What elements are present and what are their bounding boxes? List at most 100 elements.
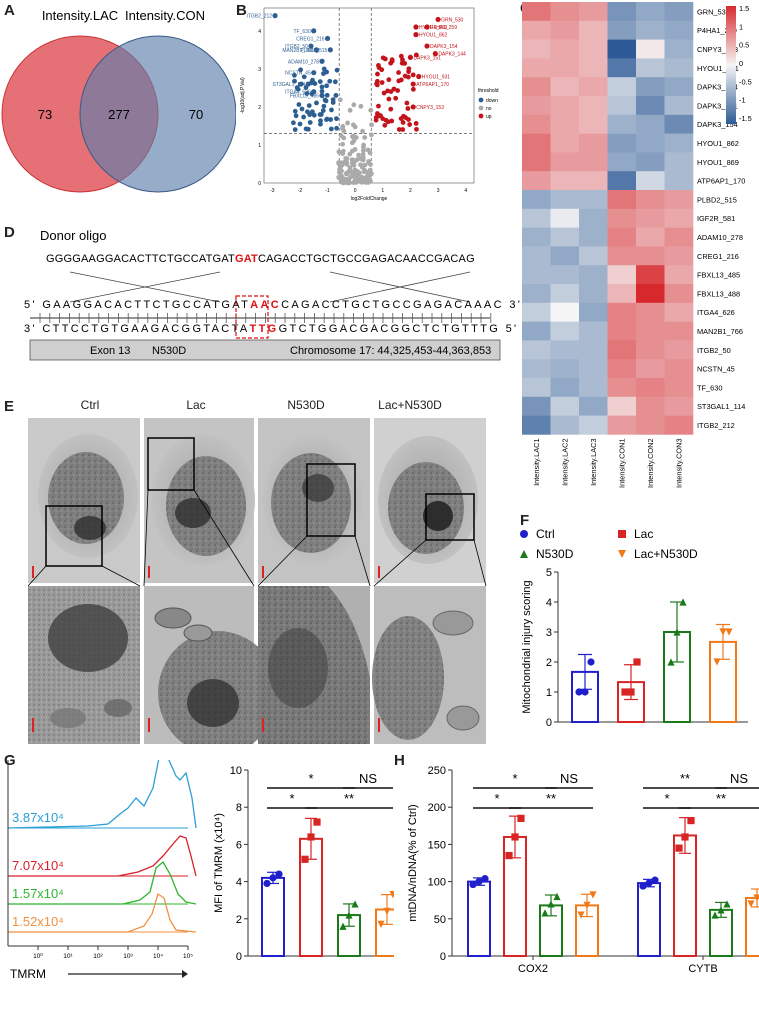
heatmap-cell <box>522 227 551 247</box>
volcano-point-down <box>295 86 301 92</box>
volcano-point-ns <box>360 128 366 134</box>
heatmap-cell <box>579 114 608 134</box>
heatmap-cell <box>607 340 637 360</box>
legend-f-marker <box>618 550 626 558</box>
heatmap-cell <box>664 227 694 247</box>
chart-h-point <box>711 911 719 919</box>
volcano-ylabel: -log10(adj.P.Val) <box>240 77 246 114</box>
heatmap-cell <box>579 77 608 97</box>
chart-h-point <box>639 882 647 890</box>
heatmap-row-label: TF_630 <box>697 383 722 392</box>
heatmap-cell <box>636 302 665 322</box>
heatmap-row-label: IGF2R_581 <box>697 214 735 223</box>
heatmap-cell <box>664 378 694 398</box>
volcano-xlabel: log2FoldChange <box>351 196 388 202</box>
volcano-point-ns <box>368 107 374 113</box>
heatmap-cell <box>636 246 665 266</box>
heatmap-cell <box>607 39 637 59</box>
heatmap-cell <box>550 208 580 228</box>
heatmap-cell <box>522 2 551 22</box>
dna-bottom-strand: 3' CTTCCTGTGAAGACGGTACTATTGGTCTGGACGACGG… <box>24 323 519 335</box>
heatmap-cell <box>636 227 665 247</box>
chart-h-point <box>547 900 555 908</box>
chart-h-point <box>505 851 513 860</box>
chart-f-point <box>719 628 727 636</box>
heatmap-col-label: Intensity.CON2 <box>646 438 655 488</box>
heatmap-cell <box>664 396 694 416</box>
heatmap-cell <box>607 378 637 398</box>
heatmap-cell <box>664 96 694 116</box>
legend-f-marker <box>520 550 528 558</box>
heatmap-cell <box>607 227 637 247</box>
heatmap-cell <box>636 415 665 435</box>
chart-h-point <box>589 891 597 899</box>
volcano-point-up <box>386 77 392 83</box>
heatmap-cell <box>607 171 637 191</box>
volcano-point-down <box>328 126 334 132</box>
volcano-point-down <box>320 108 326 113</box>
volcano-point-ns <box>347 151 353 157</box>
heatmap-cell <box>550 246 580 266</box>
volcano-point-ns <box>352 158 358 164</box>
chart-h-sig-label: ** <box>546 791 556 806</box>
em-label-ctrl: Ctrl <box>80 398 100 412</box>
chart-h-xtick: COX2 <box>518 963 548 975</box>
heatmap-cell <box>579 133 608 153</box>
volcano-point-up <box>404 100 410 106</box>
volcano-ytick: 0 <box>258 181 261 187</box>
heatmap-cell <box>522 96 551 116</box>
volcano-labelled-up <box>432 51 438 57</box>
volcano-label-up: HYOU1_862 <box>419 33 448 39</box>
volcano-point-down <box>333 93 339 98</box>
chart-f-point <box>627 688 635 696</box>
heatmap-cell <box>664 208 694 228</box>
histogram-xtick: 10⁴ <box>153 953 163 960</box>
volcano-point-ns <box>344 156 350 162</box>
chart-f-point <box>667 658 675 666</box>
exon-label: Exon 13 <box>90 345 130 357</box>
chart-g-sig-label: NS <box>359 771 377 786</box>
heatmap-cell <box>579 58 608 78</box>
volcano-point-up <box>386 96 392 102</box>
volcano-point-down <box>324 92 330 98</box>
chart-g-point <box>263 879 271 888</box>
histogram-trace <box>7 760 197 829</box>
volcano-labelled-down <box>305 81 311 87</box>
heatmap-cell <box>607 2 637 22</box>
tmrm-histogram: 3.87x10⁴ 7.07x10⁴ 1.57x10⁴ 1.52x10⁴ 10⁰ 10¹ 10… <box>7 760 197 981</box>
heatmap-cell <box>607 20 637 40</box>
heatmap-cell <box>522 359 551 379</box>
heatmap-cell <box>636 190 665 210</box>
heatmap-cell <box>579 2 608 22</box>
chart-g-point <box>269 874 277 882</box>
chart-h-sig-label: * <box>664 791 669 806</box>
volcano-label-up: HYOU1_869 <box>419 25 448 31</box>
volcano-point-ns <box>350 122 356 128</box>
volcano-point-down <box>330 97 336 103</box>
volcano-xtick: -3 <box>270 188 275 194</box>
venn-right-label: Intensity.CON <box>125 8 205 23</box>
chart-g-bar <box>261 876 285 957</box>
heatmap-cell <box>607 265 637 285</box>
volcano-labelled-down <box>324 35 331 42</box>
volcano-point-up <box>396 78 402 84</box>
chart-h-point <box>687 816 695 825</box>
heatmap-cell <box>579 378 608 398</box>
volcano-label-down: ITGB2_50 <box>285 44 308 50</box>
heatmap-cell <box>550 77 580 97</box>
heatmap-cell <box>522 20 551 40</box>
histogram-xtick: 10⁰ <box>33 952 43 960</box>
histogram-xtick: 10¹ <box>63 953 73 960</box>
heatmap-cell <box>579 302 608 322</box>
histogram-group <box>8 835 197 877</box>
volcano-point-up <box>373 117 379 123</box>
heatmap-cell <box>522 284 551 304</box>
volcano-point-ns <box>346 169 352 174</box>
volcano-point-down <box>296 102 302 107</box>
chart-g-point <box>307 833 315 841</box>
heatmap-cell <box>550 415 580 435</box>
volcano-point-down <box>306 103 312 109</box>
heatmap-row-label: ITGB2_212 <box>697 421 735 430</box>
chart-g-ytick: 0 <box>236 951 242 963</box>
venn-left-label: Intensity.LAC <box>42 8 118 23</box>
